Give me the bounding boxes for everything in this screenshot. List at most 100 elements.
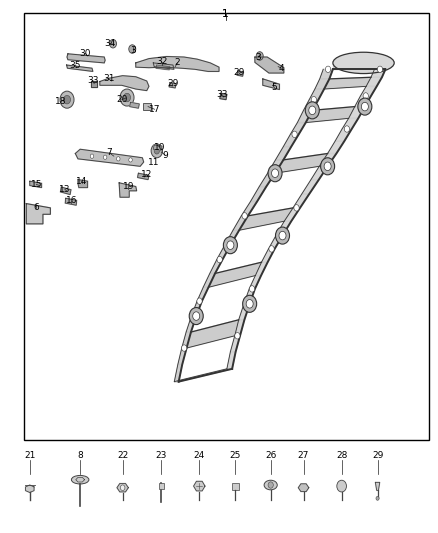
Polygon shape: [304, 100, 318, 110]
Polygon shape: [333, 63, 385, 69]
Polygon shape: [30, 181, 42, 188]
Polygon shape: [366, 77, 382, 86]
Text: 2: 2: [175, 59, 180, 67]
Polygon shape: [302, 180, 319, 194]
Polygon shape: [284, 208, 300, 221]
Text: 29: 29: [372, 451, 383, 460]
Text: 34: 34: [105, 39, 116, 48]
Circle shape: [124, 93, 131, 102]
Polygon shape: [255, 262, 268, 276]
Text: 3: 3: [130, 46, 136, 55]
Polygon shape: [153, 145, 162, 150]
Polygon shape: [349, 107, 365, 118]
Polygon shape: [25, 485, 34, 492]
Circle shape: [363, 93, 368, 99]
Polygon shape: [178, 348, 187, 365]
Polygon shape: [355, 96, 371, 107]
Polygon shape: [375, 482, 380, 490]
Text: 29: 29: [233, 68, 244, 77]
Circle shape: [321, 163, 326, 169]
Polygon shape: [328, 141, 344, 154]
Polygon shape: [197, 287, 208, 301]
Circle shape: [227, 241, 234, 249]
Polygon shape: [255, 57, 284, 73]
Circle shape: [344, 126, 350, 132]
Circle shape: [325, 66, 331, 72]
Circle shape: [361, 102, 368, 111]
Circle shape: [60, 91, 74, 108]
Polygon shape: [191, 301, 202, 316]
Polygon shape: [194, 481, 205, 491]
Text: 4: 4: [279, 64, 284, 72]
Text: 30: 30: [80, 49, 91, 58]
Circle shape: [268, 165, 282, 182]
Circle shape: [120, 89, 134, 106]
Text: 5: 5: [272, 83, 278, 92]
Polygon shape: [217, 245, 230, 260]
Circle shape: [154, 148, 159, 154]
Polygon shape: [261, 249, 275, 262]
Polygon shape: [210, 260, 223, 273]
Polygon shape: [342, 118, 358, 129]
Circle shape: [268, 170, 274, 176]
Text: 12: 12: [141, 170, 152, 179]
Polygon shape: [227, 352, 236, 369]
Polygon shape: [241, 201, 257, 216]
Circle shape: [272, 169, 279, 177]
Text: 11: 11: [148, 158, 160, 166]
Circle shape: [311, 96, 316, 103]
Polygon shape: [249, 276, 261, 289]
Text: 26: 26: [265, 451, 276, 460]
Circle shape: [151, 144, 162, 158]
Circle shape: [193, 312, 200, 320]
Circle shape: [189, 308, 203, 325]
Polygon shape: [360, 86, 377, 96]
Text: 9: 9: [162, 151, 168, 159]
Circle shape: [243, 295, 257, 312]
Circle shape: [358, 98, 372, 115]
Polygon shape: [298, 484, 309, 491]
Polygon shape: [187, 320, 239, 348]
Text: 13: 13: [59, 185, 71, 193]
Text: 18: 18: [55, 97, 67, 106]
Circle shape: [268, 482, 273, 488]
Text: 17: 17: [149, 105, 160, 114]
Polygon shape: [290, 123, 306, 134]
Polygon shape: [230, 336, 240, 352]
Text: 21: 21: [24, 451, 35, 460]
Polygon shape: [225, 230, 239, 245]
Ellipse shape: [71, 475, 89, 484]
Polygon shape: [259, 173, 275, 187]
Circle shape: [377, 66, 382, 72]
Text: 10: 10: [154, 143, 166, 151]
Polygon shape: [91, 81, 97, 87]
Polygon shape: [297, 110, 312, 123]
Polygon shape: [371, 69, 385, 77]
Polygon shape: [319, 154, 336, 166]
Text: 22: 22: [117, 451, 128, 460]
Polygon shape: [275, 154, 328, 173]
Text: 28: 28: [336, 451, 347, 460]
Circle shape: [246, 300, 253, 308]
Polygon shape: [276, 147, 291, 160]
Polygon shape: [75, 149, 144, 166]
Polygon shape: [174, 369, 232, 382]
Circle shape: [235, 333, 240, 339]
Circle shape: [90, 154, 94, 158]
Circle shape: [279, 231, 286, 240]
Polygon shape: [26, 204, 50, 224]
Circle shape: [256, 52, 263, 60]
Polygon shape: [65, 198, 77, 205]
Ellipse shape: [333, 52, 394, 74]
Circle shape: [110, 39, 117, 48]
Text: 14: 14: [76, 177, 88, 185]
Polygon shape: [239, 304, 250, 320]
Bar: [232, 483, 239, 490]
Text: 35: 35: [70, 61, 81, 69]
Polygon shape: [136, 56, 219, 71]
Polygon shape: [233, 216, 248, 230]
Polygon shape: [67, 65, 93, 71]
Text: 3: 3: [255, 53, 261, 61]
Polygon shape: [324, 77, 371, 89]
Text: 33: 33: [87, 76, 99, 85]
